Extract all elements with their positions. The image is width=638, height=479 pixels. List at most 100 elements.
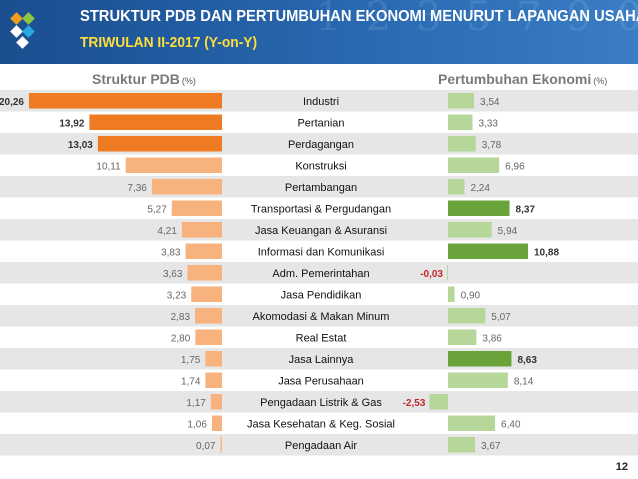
growth-bar [448,329,477,345]
category-label: Konstruksi [295,160,346,172]
category-label: Jasa Keuangan & Asuransi [255,225,387,237]
struktur-value-label: 13,03 [68,140,93,151]
pertumbuhan-unit: (%) [593,76,608,86]
growth-value-label: 3,78 [482,140,502,151]
growth-value-label: 0,90 [461,290,481,301]
category-label: Jasa Perusahaan [278,375,364,387]
row-band [0,262,638,284]
struktur-bar [185,243,222,259]
row-band [0,391,638,413]
category-label: Informasi dan Komunikasi [258,246,385,258]
category-label: Industri [303,96,339,108]
category-label: Real Estat [296,332,347,344]
pdb-growth-chart: 20,26 Industri 3,54 13,92 Pertanian 3,33 13,03… [0,90,638,456]
header-watermark-decoration: 1 2 3 5 7 9 0 [315,0,638,40]
header-banner: 1 2 3 5 7 9 0 STRUKTUR PDB DAN PERTUMBUH… [0,0,638,64]
struktur-bar [171,200,222,216]
struktur-value-label: 7,36 [127,183,147,194]
growth-bar [448,351,512,367]
struktur-value-label: 20,26 [0,97,24,108]
growth-bar [448,179,465,195]
struktur-pdb-title: Struktur PDB [92,71,180,87]
category-label: Adm. Pemerintahan [272,268,369,280]
bps-logo-icon [10,12,35,49]
growth-value-label: 6,96 [505,161,525,172]
growth-value-label: -0,03 [420,269,443,280]
struktur-bar [29,93,222,109]
growth-value-label: 3,86 [482,333,502,344]
growth-value-label: 8,37 [516,204,536,215]
growth-bar [448,222,492,238]
struktur-value-label: 3,83 [161,247,181,258]
struktur-bar [210,394,222,410]
category-label: Jasa Lainnya [289,354,355,366]
growth-bar [448,136,476,152]
struktur-value-label: 10,11 [96,161,121,172]
struktur-value-label: 1,74 [181,376,201,387]
category-label: Pertanian [297,117,344,129]
growth-value-label: 5,07 [491,312,511,323]
struktur-bar [191,286,222,302]
struktur-bar [181,222,222,238]
struktur-pdb-unit: (%) [181,76,196,86]
growth-bar [429,394,448,410]
struktur-bar [89,114,223,130]
page-subtitle: TRIWULAN II-2017 (Y-on-Y) [80,34,258,51]
growth-bar [448,93,475,109]
category-label: Perdagangan [288,139,354,151]
growth-bar [448,200,510,216]
struktur-value-label: 1,06 [187,419,207,430]
struktur-bar [97,136,222,152]
category-label: Transportasi & Pergudangan [251,203,391,215]
row-band [0,434,638,456]
page-title: STRUKTUR PDB DAN PERTUMBUHAN EKONOMI MEN… [80,8,638,25]
struktur-bar [205,372,222,388]
category-label: Pengadaan Listrik & Gas [260,397,382,409]
struktur-value-label: 13,92 [59,118,84,129]
category-label: Jasa Kesehatan & Keg. Sosial [247,418,395,430]
struktur-bar [195,329,222,345]
growth-value-label: 2,24 [470,183,490,194]
growth-value-label: 8,63 [517,355,537,366]
growth-bar [447,265,448,281]
growth-value-label: 3,54 [480,97,500,108]
growth-value-label: 10,88 [534,247,559,258]
category-label: Pengadaan Air [285,440,358,452]
growth-bar [448,157,500,173]
category-label: Jasa Pendidikan [281,289,362,301]
pertumbuhan-heading: Pertumbuhan Ekonomi (%) [438,71,607,87]
struktur-bar [205,351,222,367]
struktur-value-label: 5,27 [147,204,167,215]
growth-value-label: 5,94 [498,226,518,237]
struktur-value-label: 3,63 [163,269,183,280]
struktur-bar [125,157,222,173]
struktur-value-label: 1,17 [186,398,206,409]
struktur-value-label: 1,75 [181,355,201,366]
growth-bar [448,114,473,130]
growth-value-label: 8,14 [514,376,534,387]
growth-value-label: -2,53 [403,398,426,409]
struktur-bar [195,308,222,324]
growth-bar [448,308,486,324]
growth-bar [448,437,475,453]
struktur-value-label: 4,21 [157,226,177,237]
struktur-value-label: 0,07 [196,441,216,452]
growth-bar [448,372,508,388]
page-number: 12 [615,461,628,473]
struktur-bar [211,415,222,431]
struktur-value-label: 2,80 [171,333,191,344]
growth-value-label: 6,40 [501,419,521,430]
category-label: Akomodasi & Makan Minum [253,311,390,323]
struktur-bar [151,179,222,195]
struktur-value-label: 3,23 [167,290,187,301]
growth-bar [448,286,455,302]
struktur-pdb-heading: Struktur PDB (%) [92,71,196,87]
growth-bar [448,415,496,431]
struktur-bar [187,265,222,281]
struktur-value-label: 2,83 [171,312,191,323]
struktur-bar [220,437,222,453]
pertumbuhan-title: Pertumbuhan Ekonomi [438,71,592,87]
category-label: Pertambangan [285,182,357,194]
growth-value-label: 3,33 [478,118,498,129]
growth-value-label: 3,67 [481,441,501,452]
